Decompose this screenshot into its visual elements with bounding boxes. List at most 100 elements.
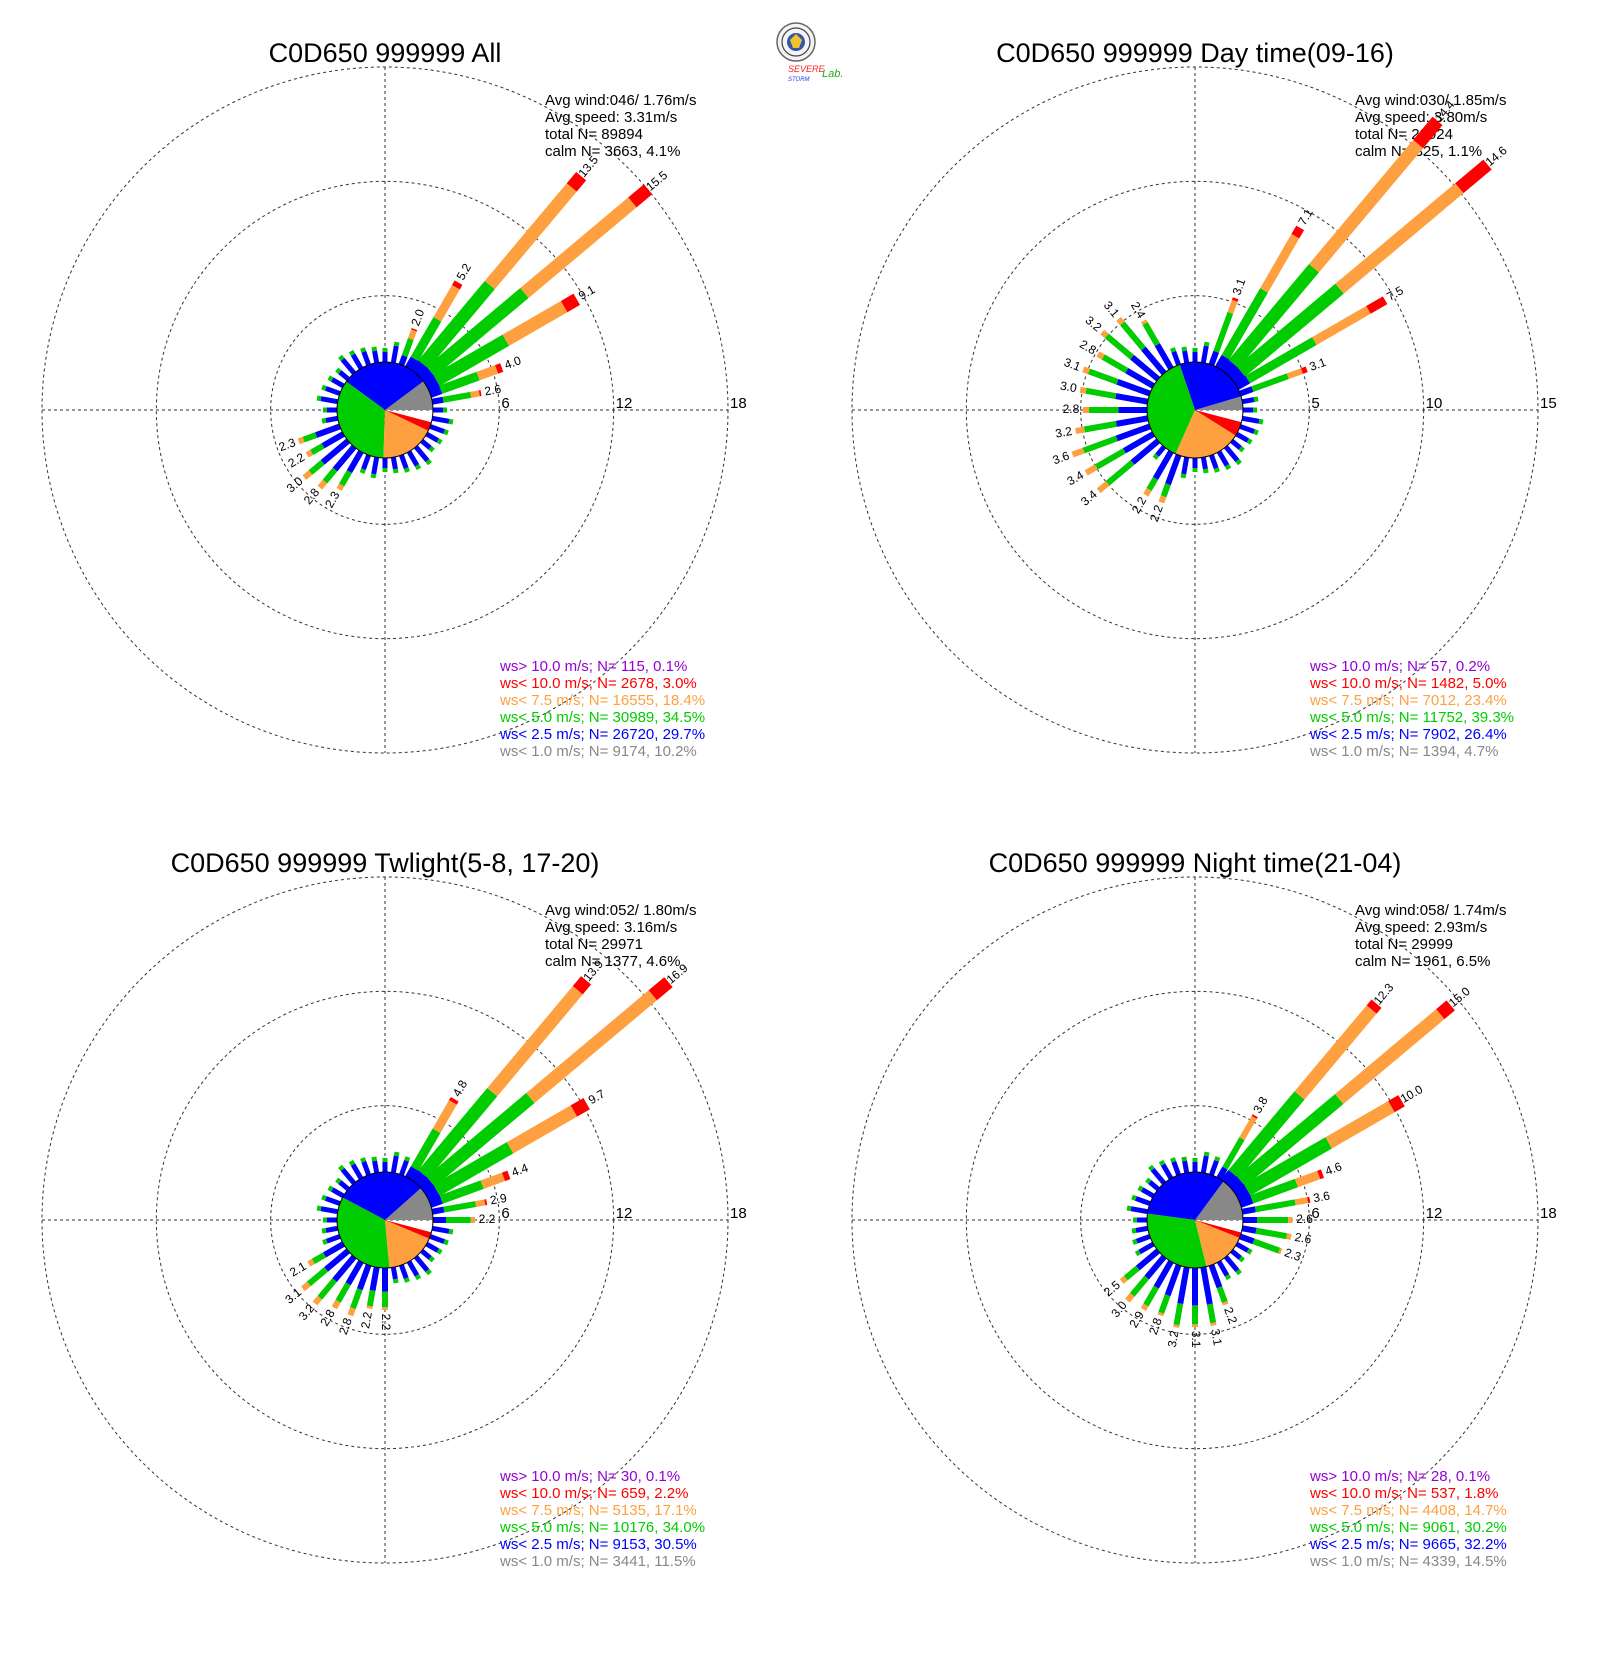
windrose-chart-day: 5 10 15 C0D650 999999 Day time(09-16) Avg wi… [851, 38, 1557, 760]
spoke-segment-blue [321, 431, 345, 449]
spoke-segment-blue [405, 1166, 419, 1181]
spoke-segment-blue [1200, 456, 1208, 470]
spoke-label: 2.5 [1101, 1278, 1123, 1300]
spoke-segment-blue [428, 1195, 443, 1208]
spoke-segment-blue [1177, 1266, 1190, 1305]
spoke-segment-orange [526, 990, 657, 1103]
legend-entry: ws< 1.0 m/s; N= 1394, 4.7% [1309, 743, 1498, 760]
spoke-segment-red [648, 977, 673, 1001]
spoke-segment-green [401, 337, 414, 358]
spoke-segment-orange [1100, 329, 1109, 339]
spoke-label: 3.1 [1230, 276, 1249, 297]
spoke-segment-green [393, 341, 400, 347]
logo-text-severe: SEVERE [788, 64, 826, 74]
ring-label: 12 [616, 1205, 633, 1222]
spoke-segment-orange [1116, 316, 1125, 326]
stats-line: Avg speed: 3.16m/s [545, 919, 677, 936]
windrose-chart-all: 6 12 18 C0D650 999999 All Avg wind:046/ 1.76… [41, 38, 747, 760]
spoke-segment-blue [1200, 1155, 1209, 1174]
spoke-segment-green [426, 1093, 535, 1187]
spoke-segment-blue [1209, 1159, 1219, 1176]
spoke-segment-blue [324, 386, 341, 396]
spoke-segment-orange [1140, 319, 1148, 326]
spoke-segment-green [322, 467, 338, 484]
spoke-label: 2.8 [301, 485, 323, 507]
spoke-segment-blue [1241, 397, 1255, 405]
spoke-segment-blue [1216, 450, 1230, 467]
ring-label: 18 [1540, 1205, 1557, 1222]
spoke-segment-blue [323, 1241, 345, 1258]
spoke-segment-orange [1312, 305, 1371, 345]
spoke-segment-blue [1135, 1248, 1161, 1271]
spoke-segment-blue [1140, 1187, 1155, 1199]
spoke-segment-blue [1164, 1264, 1182, 1297]
spoke-segment-blue [330, 1187, 345, 1199]
spoke-segment-green [338, 354, 345, 362]
spoke-segment-blue [425, 431, 440, 443]
spoke-segment-green [1228, 1091, 1305, 1179]
spoke-segment-blue [390, 1266, 398, 1280]
spoke-label: 2.3 [1283, 1245, 1304, 1264]
spoke-segment-blue [1182, 350, 1190, 364]
spoke-segment-orange [1278, 1247, 1283, 1255]
spoke-segment-green [1131, 1194, 1137, 1201]
spoke-label: 4.6 [1323, 1159, 1344, 1178]
spoke-segment-green [306, 1267, 329, 1287]
spoke-segment-blue [371, 456, 380, 475]
spoke-label: 10.0 [1398, 1082, 1426, 1106]
pie-slice-lt10 [385, 410, 432, 431]
pie-slice-lt7-5 [383, 410, 429, 459]
spoke-segment-orange [1158, 495, 1167, 504]
spoke-segment-blue [1144, 1254, 1167, 1280]
spoke-label: 3.1 [1062, 355, 1083, 374]
spoke-segment-red [449, 1096, 459, 1105]
spoke-label: 2.6 [483, 382, 502, 399]
ring-label: 10 [1426, 395, 1443, 412]
pie-slice-lt7-5 [1195, 1220, 1240, 1267]
spoke-segment-red [570, 1097, 590, 1117]
stats-line: Avg speed: 3.31m/s [545, 109, 677, 126]
chart-title: C0D650 999999 Twlight(5-8, 17-20) [171, 848, 600, 878]
spoke-segment-blue [1125, 367, 1155, 389]
spoke-segment-green [350, 1288, 363, 1310]
spoke-label: 3.6 [1051, 448, 1072, 467]
pie-outline [336, 1171, 434, 1269]
spoke-segment-orange [331, 1299, 341, 1310]
spoke-segment-green [321, 1227, 327, 1234]
legend-entry: ws< 5.0 m/s; N= 10176, 34.0% [499, 1519, 705, 1536]
spoke-segment-red [1317, 1169, 1325, 1180]
spoke-segment-blue [1227, 366, 1246, 385]
spoke-segment-blue [1171, 1160, 1181, 1176]
spoke-segment-blue [340, 357, 357, 375]
spoke-segment-blue [325, 1225, 339, 1233]
spoke-segment-green [1245, 337, 1317, 384]
spoke-segment-orange [1084, 464, 1098, 476]
spoke-segment-blue [1200, 1266, 1213, 1305]
spoke-segment-green [370, 473, 377, 479]
windrose-chart-twilight: 6 12 18 C0D650 999999 Twlight(5-8, 17-20) Av… [41, 848, 747, 1570]
pie-slice-lt1 [385, 381, 433, 410]
spoke-segment-blue [1208, 350, 1220, 366]
pie-outline [336, 361, 434, 459]
spoke-segment-orange [470, 390, 480, 398]
spoke-label: 2.9 [1126, 1308, 1147, 1330]
spoke-segment-green [366, 1289, 376, 1307]
spoke-label: 3.6 [1312, 1188, 1331, 1205]
spoke-segment-blue [332, 444, 357, 472]
spoke-label: 2.4 [1128, 299, 1149, 321]
spoke-segment-green [1120, 321, 1146, 351]
spoke-segment-orange [1335, 1009, 1445, 1104]
spoke-label: 2.9 [489, 1191, 508, 1208]
spoke-segment-blue [1171, 350, 1181, 366]
spoke-segment-red [1388, 1095, 1405, 1113]
spoke-segment-green [404, 1156, 411, 1162]
spoke-segment-blue [1239, 386, 1254, 397]
spoke-segment-blue [1200, 345, 1209, 364]
spoke-segment-green [418, 280, 495, 369]
pie-outline [1146, 1171, 1244, 1269]
spoke-segment-green [1142, 322, 1160, 347]
spoke-segment-green [448, 1228, 454, 1235]
pie-slice-lt7-5 [1175, 410, 1236, 458]
legend-entry: ws< 10.0 m/s; N= 537, 1.8% [1309, 1485, 1498, 1502]
